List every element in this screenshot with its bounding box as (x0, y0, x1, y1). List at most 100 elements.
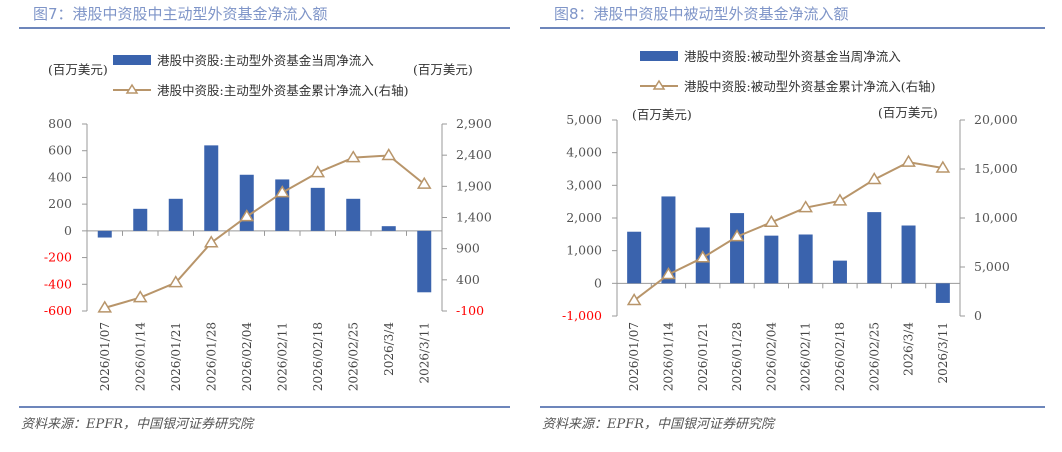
x-category-label: 2026/3/11 (936, 322, 950, 384)
left-tick-label: 200 (48, 196, 72, 211)
legend-label-line: 港股中资股:主动型外资基金累计净流入(右轴) (157, 83, 408, 98)
left-tick-label: -200 (44, 250, 72, 265)
bar-weekly-inflow (832, 260, 847, 284)
x-category-label: 2026/02/18 (833, 322, 847, 391)
x-category-label: 2026/02/04 (240, 322, 254, 392)
left-tick-label: 2,000 (566, 210, 602, 225)
x-category-label: 2026/02/25 (867, 322, 881, 391)
x-category-label: 2026/02/11 (799, 322, 813, 391)
line-marker-triangle (381, 148, 397, 161)
left-tick-label: -600 (44, 303, 72, 318)
source-note: 资料来源：EPFR，中国银河证券研究院 (21, 416, 255, 432)
x-category-label: 2026/01/28 (730, 322, 744, 391)
x-category-label: 2026/01/28 (204, 322, 218, 391)
x-category-label: 2026/01/21 (696, 322, 710, 391)
line-marker-triangle (798, 200, 813, 213)
x-category-label: 2026/3/11 (417, 322, 431, 384)
right-tick-label: 1,900 (456, 178, 492, 193)
right-tick-label: 5,000 (974, 259, 1010, 274)
source-note: 资料来源：EPFR，中国银河证券研究院 (542, 416, 776, 432)
left-axis-unit: (百万美元) (48, 62, 108, 77)
x-category-label: 2026/01/07 (627, 322, 641, 391)
legend-label-bar: 港股中资股:被动型外资基金当周净流入 (684, 49, 901, 64)
x-category-label: 2026/01/21 (169, 322, 183, 391)
legend-label-line: 港股中资股:被动型外资基金累计净流入(右轴) (684, 79, 935, 94)
bar-weekly-inflow (204, 145, 219, 231)
left-tick-label: 600 (48, 143, 72, 158)
chart-title: 图8：港股中资股中被动型外资基金净流入额 (554, 5, 849, 23)
line-cumulative-inflow (633, 161, 944, 302)
right-tick-label: 400 (456, 272, 480, 287)
legend-label-bar: 港股中资股:主动型外资基金当周净流入 (157, 53, 374, 68)
right-tick-label: 15,000 (974, 161, 1018, 176)
legend-bar-swatch (113, 55, 151, 65)
right-tick-label: 2,400 (456, 147, 492, 162)
left-tick-label: -400 (44, 276, 72, 291)
bar-weekly-inflow (901, 225, 916, 284)
bar-weekly-inflow (661, 196, 676, 284)
right-tick-label: -100 (456, 303, 484, 318)
line-marker-triangle (866, 172, 882, 185)
line-marker-triangle (832, 193, 848, 206)
bar-weekly-inflow (381, 226, 396, 231)
bar-weekly-inflow (627, 231, 642, 284)
left-tick-label: 1,000 (566, 243, 602, 258)
right-tick-label: 10,000 (974, 210, 1018, 225)
line-marker-triangle (97, 300, 113, 313)
chart-title: 图7：港股中资股中主动型外资基金净流入额 (33, 5, 328, 23)
bar-weekly-inflow (730, 213, 745, 284)
line-marker-triangle (274, 185, 290, 198)
x-category-label: 2026/3/4 (382, 322, 396, 376)
left-tick-label: 4,000 (566, 145, 602, 160)
x-category-label: 2026/02/18 (311, 322, 325, 391)
x-category-label: 2026/01/07 (98, 322, 112, 391)
legend-triangle-icon (125, 83, 139, 94)
bar-weekly-inflow (346, 198, 361, 231)
bar-weekly-inflow (867, 212, 882, 284)
bar-weekly-inflow (168, 198, 183, 231)
line-marker-triangle (626, 293, 642, 306)
bar-weekly-inflow (798, 234, 813, 284)
right-tick-label: 20,000 (974, 112, 1018, 127)
left-tick-label: 0 (594, 275, 602, 290)
left-tick-label: -1,000 (562, 308, 602, 323)
line-marker-triangle (239, 209, 255, 222)
bar-weekly-inflow (239, 174, 254, 231)
line-marker-triangle (661, 266, 676, 280)
bar-weekly-inflow (764, 235, 779, 284)
line-marker-triangle (345, 150, 361, 163)
x-category-label: 2026/01/14 (133, 322, 147, 392)
line-marker-triangle (168, 275, 184, 288)
right-tick-label: 2,900 (456, 116, 492, 131)
left-tick-label: 800 (48, 116, 72, 131)
right-tick-label: 900 (456, 241, 480, 256)
x-category-label: 2026/02/25 (346, 322, 360, 391)
bar-weekly-inflow (310, 187, 325, 231)
left-tick-label: 0 (64, 223, 72, 238)
right-tick-label: 0 (974, 308, 982, 323)
left-axis-unit: (百万美元) (632, 107, 692, 122)
line-marker-triangle (729, 229, 745, 242)
line-marker-triangle (935, 160, 951, 173)
left-tick-label: 400 (48, 169, 72, 184)
legend-triangle-icon (652, 79, 666, 90)
legend-bar-swatch (640, 51, 678, 61)
right-tick-label: 1,400 (456, 210, 492, 225)
bar-weekly-inflow (417, 230, 432, 293)
bar-weekly-inflow (133, 208, 148, 231)
bar-weekly-inflow (97, 230, 112, 238)
line-marker-triangle (416, 176, 432, 189)
line-marker-triangle (132, 290, 148, 303)
right-axis-unit: (百万美元) (413, 62, 473, 77)
bar-weekly-inflow (935, 283, 950, 303)
x-category-label: 2026/01/14 (661, 322, 675, 392)
line-cumulative-inflow (104, 154, 425, 309)
line-marker-triangle (695, 250, 711, 263)
left-tick-label: 5,000 (566, 112, 602, 127)
line-marker-triangle (901, 154, 916, 167)
